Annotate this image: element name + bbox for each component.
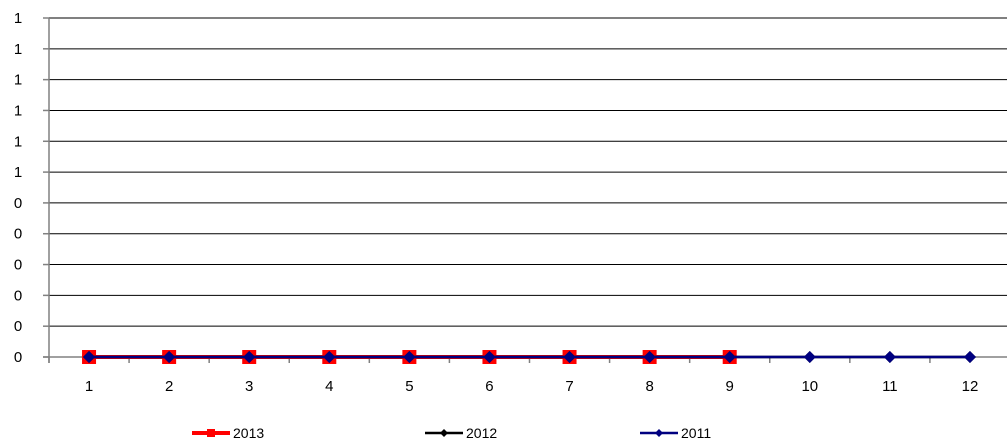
series-2011: [83, 351, 976, 363]
data-point: [483, 351, 496, 363]
y-tick-label: 1: [14, 133, 22, 150]
data-point: [563, 351, 576, 363]
legend-label: 2013: [233, 425, 264, 441]
legend-item-2011: 2011: [640, 425, 711, 441]
data-point: [803, 351, 816, 363]
y-tick-label: 0: [14, 318, 22, 335]
legend: 2013 2012 2011: [192, 425, 711, 441]
y-tick-label: 1: [14, 164, 22, 181]
x-tick-label: 3: [245, 378, 253, 395]
data-point: [403, 351, 416, 363]
x-tick-label: 11: [882, 378, 898, 395]
y-axis-ticks: 0 0 0 0 0 0 1 1 1 1 1 1: [14, 10, 49, 366]
y-tick-label: 0: [14, 195, 22, 212]
legend-item-2012: 2012: [425, 425, 497, 441]
x-tick-label: 6: [485, 378, 493, 395]
x-tick-label: 4: [325, 378, 333, 395]
data-point: [883, 351, 896, 363]
data-point: [323, 351, 336, 363]
x-tick-label: 12: [962, 378, 979, 395]
x-axis-ticks: 1 2 3 4 5 6 7 8 9 10 11 12: [48, 357, 979, 395]
y-tick-label: 0: [14, 349, 22, 366]
legend-item-2013: 2013: [192, 425, 264, 441]
legend-swatch-marker: [440, 429, 448, 437]
data-point: [163, 351, 176, 363]
series-group: [82, 350, 976, 364]
grid-lines: [49, 17, 1007, 327]
y-tick-label: 0: [14, 287, 22, 304]
x-tick-label: 9: [726, 378, 734, 395]
x-tick-label: 10: [801, 378, 818, 395]
y-tick-label: 1: [14, 102, 22, 119]
x-tick-label: 2: [165, 378, 173, 395]
legend-swatch-marker: [655, 429, 663, 437]
x-tick-label: 7: [565, 378, 573, 395]
y-tick-label: 0: [14, 257, 22, 274]
y-tick-label: 1: [14, 41, 22, 58]
legend-label: 2012: [466, 425, 497, 441]
legend-label: 2011: [681, 425, 711, 441]
x-tick-label: 8: [645, 378, 653, 395]
y-tick-label: 1: [14, 72, 22, 89]
data-point: [243, 351, 256, 363]
data-point: [723, 351, 736, 363]
x-tick-label: 1: [85, 378, 93, 395]
y-tick-label: 1: [14, 10, 22, 27]
x-tick-label: 5: [405, 378, 413, 395]
data-point: [83, 351, 96, 363]
data-point: [963, 351, 976, 363]
data-point: [643, 351, 656, 363]
y-tick-label: 0: [14, 226, 22, 243]
axes: [43, 18, 1007, 363]
legend-swatch-marker: [207, 429, 215, 437]
